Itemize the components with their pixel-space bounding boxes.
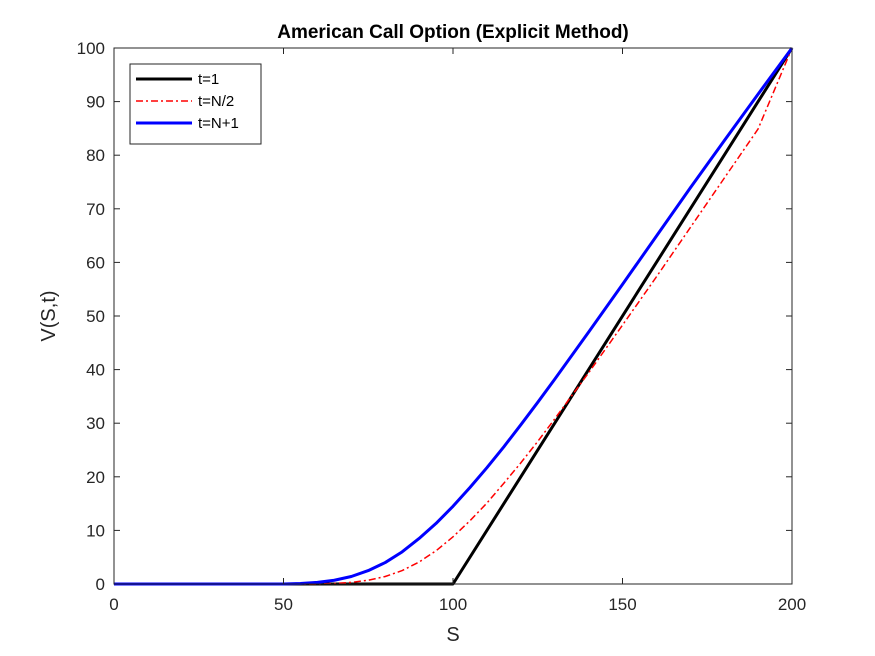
y-tick-label: 20 xyxy=(86,468,105,487)
y-tick-label: 10 xyxy=(86,521,105,540)
series-line-3 xyxy=(114,47,794,586)
y-tick-label: 0 xyxy=(96,575,105,594)
y-axis-label: V(S,t) xyxy=(38,290,60,341)
y-tick-label: 40 xyxy=(86,361,105,380)
legend-label-1: t=1 xyxy=(198,71,219,88)
x-tick-label: 100 xyxy=(439,595,467,614)
y-tick-label: 100 xyxy=(77,39,105,58)
x-tick-label: 150 xyxy=(608,595,636,614)
legend-box xyxy=(129,63,262,145)
y-tick-label: 60 xyxy=(86,253,105,272)
series-line-2 xyxy=(114,47,793,585)
x-tick-label: 0 xyxy=(109,595,118,614)
y-tick-label: 90 xyxy=(86,93,105,112)
legend: t=1 t=N/2 t=N+1 xyxy=(129,63,262,145)
x-tick-label: 200 xyxy=(778,595,806,614)
y-tick-label: 80 xyxy=(86,146,105,165)
y-tick-label: 30 xyxy=(86,414,105,433)
legend-label-2: t=N/2 xyxy=(198,93,234,110)
y-tick-label: 50 xyxy=(86,307,105,326)
legend-label-3: t=N+1 xyxy=(198,115,239,132)
x-tick-label: 50 xyxy=(274,595,293,614)
y-tick-label: 70 xyxy=(86,200,105,219)
chart-title: American Call Option (Explicit Method) xyxy=(277,22,629,43)
ticks-layer: 0 50 100 150 200 0 10 20 30 40 50 60 70 80 90 100 xyxy=(77,39,807,614)
x-axis-label: S xyxy=(446,624,459,646)
